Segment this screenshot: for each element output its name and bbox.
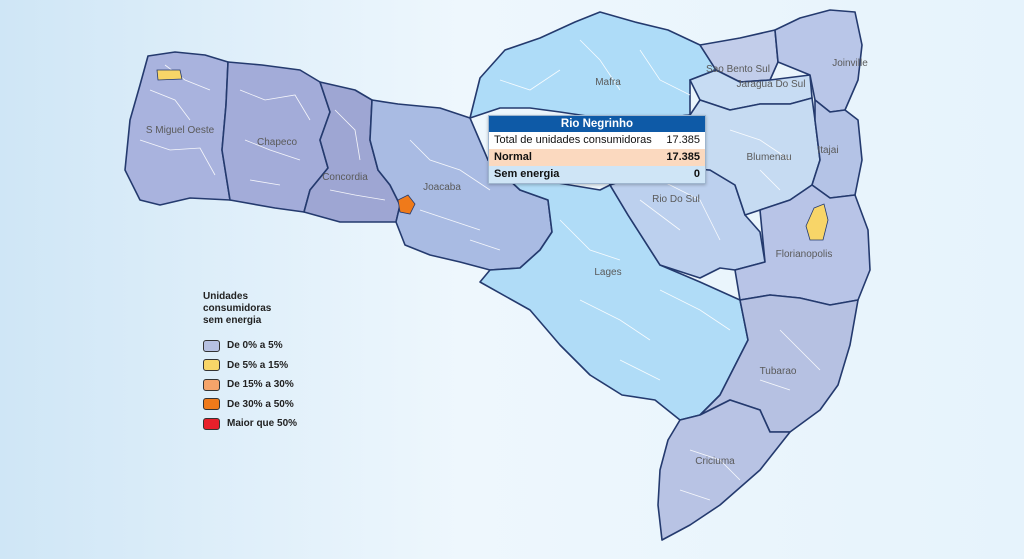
region-label-rio-do-sul: Rio Do Sul <box>652 194 700 205</box>
region-criciuma[interactable] <box>657 399 791 541</box>
tooltip-sem-value: 0 <box>693 168 700 180</box>
municipality-yellow-west[interactable] <box>156 69 183 81</box>
region-label-jaragua-do-sul: Jaragua Do Sul <box>737 79 806 90</box>
legend: Unidades consumidoras sem energia De 0% … <box>203 291 297 434</box>
region-joinville[interactable] <box>774 9 863 113</box>
legend-title: Unidades consumidoras sem energia <box>203 291 272 326</box>
region-label-joacaba: Joacaba <box>423 182 461 193</box>
legend-item: De 5% a 15% <box>203 356 297 376</box>
municipal-boundaries <box>139 39 821 501</box>
region-label-criciuma: Criciuma <box>695 456 735 467</box>
region-label-lages: Lages <box>594 267 621 278</box>
legend-swatch <box>203 339 220 352</box>
tooltip-normal-label: Normal <box>494 151 532 163</box>
legend-swatch <box>203 378 220 391</box>
legend-swatch <box>203 417 220 430</box>
region-label-blumenau: Blumenau <box>746 152 791 163</box>
tooltip-sem-label: Sem energia <box>494 168 560 180</box>
tooltip-normal-value: 17.385 <box>666 151 700 163</box>
legend-label: De 5% a 15% <box>227 359 289 371</box>
municipality-orange[interactable] <box>397 194 416 215</box>
tooltip-normal-row: Normal 17.385 <box>489 149 705 166</box>
region-label-tubarao: Tubarao <box>760 366 797 377</box>
legend-item: De 15% a 30% <box>203 375 297 395</box>
region-label-miguel-oeste: S Miguel Oeste <box>146 125 215 136</box>
region-label-florianopolis: Florianopolis <box>776 249 833 260</box>
municipality-yellow-florianopolis[interactable] <box>805 203 829 241</box>
legend-item: Maior que 50% <box>203 414 297 434</box>
legend-label: De 15% a 30% <box>227 379 294 391</box>
tooltip-sem-row: Sem energia 0 <box>489 166 705 183</box>
region-label-itajai: Itajai <box>817 145 838 156</box>
municipality-tooltip: Rio Negrinho Total de unidades consumido… <box>488 115 706 184</box>
region-mafra[interactable] <box>469 11 717 121</box>
legend-label: De 30% a 50% <box>227 398 294 410</box>
legend-swatch <box>203 359 220 372</box>
tooltip-total-label: Total de unidades consumidoras <box>494 134 652 146</box>
tooltip-title: Rio Negrinho <box>489 116 705 132</box>
region-labels: S Miguel Oeste Chapeco Concordia Joacaba Maf… <box>146 58 868 467</box>
tooltip-total-value: 17.385 <box>666 134 700 146</box>
legend-item: De 30% a 50% <box>203 395 297 415</box>
legend-item: De 0% a 5% <box>203 336 297 356</box>
region-label-concordia: Concordia <box>322 172 368 183</box>
region-label-joinville: Joinville <box>832 58 868 69</box>
legend-label: De 0% a 5% <box>227 340 283 352</box>
legend-label: Maior que 50% <box>227 418 298 430</box>
tooltip-total-row: Total de unidades consumidoras 17.385 <box>489 132 705 149</box>
legend-swatch <box>203 398 220 411</box>
region-label-chapeco: Chapeco <box>257 137 297 148</box>
region-tubarao[interactable] <box>699 294 859 433</box>
region-label-mafra: Mafra <box>595 77 621 88</box>
region-label-sao-bento-sul: Sao Bento Sul <box>706 64 770 75</box>
